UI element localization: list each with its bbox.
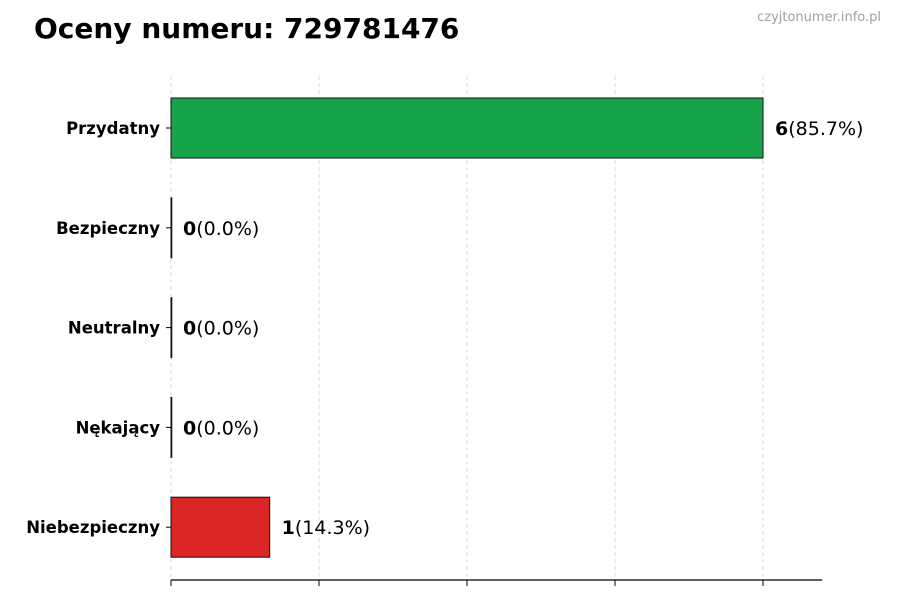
percent-label: (85.7%) [788,118,863,140]
bar-0 [170,97,764,159]
value-label: 6 [775,118,788,140]
data-label: 6(85.7%) [775,118,863,140]
value-label: 0 [183,218,196,240]
category-label: Bezpieczny [56,219,160,238]
percent-label: (0.0%) [196,417,259,439]
chart-title: Oceny numeru: 729781476 [34,12,460,45]
data-label: 0(0.0%) [183,318,259,340]
percent-label: (0.0%) [196,318,259,340]
data-label: 0(0.0%) [183,218,259,240]
bar-1 [170,197,173,259]
percent-label: (14.3%) [295,517,370,539]
bar-2 [170,297,173,359]
bar-3 [170,396,173,458]
data-label: 1(14.3%) [282,517,370,539]
watermark[interactable]: czyjtonumer.info.pl [757,10,881,25]
category-label: Przydatny [66,119,160,138]
value-label: 0 [183,417,196,439]
category-label: Niebezpieczny [26,518,160,537]
data-label: 0(0.0%) [183,417,259,439]
percent-label: (0.0%) [196,218,259,240]
category-label: Neutralny [68,319,160,338]
value-label: 0 [183,318,196,340]
value-label: 1 [282,517,295,539]
category-label: Nękający [76,418,161,437]
bar-4 [170,496,271,558]
